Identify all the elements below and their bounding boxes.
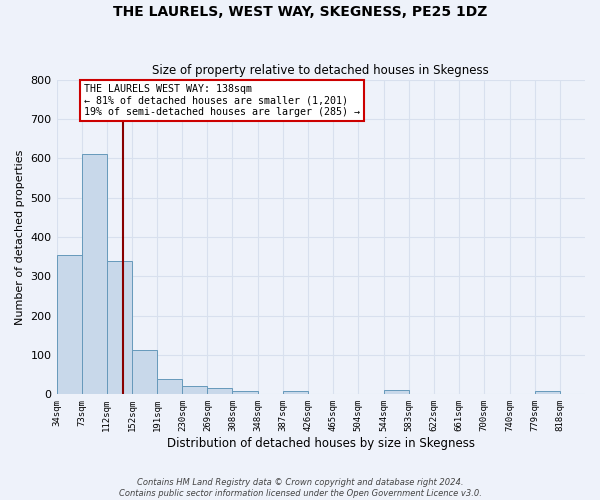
Bar — [283, 391, 308, 394]
Title: Size of property relative to detached houses in Skegness: Size of property relative to detached ho… — [152, 64, 489, 77]
Bar — [133, 350, 157, 395]
Bar — [82, 154, 107, 394]
Bar — [56, 254, 82, 394]
Bar — [384, 390, 409, 394]
X-axis label: Distribution of detached houses by size in Skegness: Distribution of detached houses by size … — [167, 437, 475, 450]
Bar — [107, 262, 131, 394]
Bar — [232, 391, 257, 394]
Text: THE LAURELS, WEST WAY, SKEGNESS, PE25 1DZ: THE LAURELS, WEST WAY, SKEGNESS, PE25 1D… — [113, 5, 487, 19]
Y-axis label: Number of detached properties: Number of detached properties — [15, 150, 25, 324]
Bar — [157, 380, 182, 394]
Text: Contains HM Land Registry data © Crown copyright and database right 2024.
Contai: Contains HM Land Registry data © Crown c… — [119, 478, 481, 498]
Bar — [182, 386, 208, 394]
Bar — [208, 388, 232, 394]
Text: THE LAURELS WEST WAY: 138sqm
← 81% of detached houses are smaller (1,201)
19% of: THE LAURELS WEST WAY: 138sqm ← 81% of de… — [83, 84, 359, 117]
Bar — [535, 391, 560, 394]
